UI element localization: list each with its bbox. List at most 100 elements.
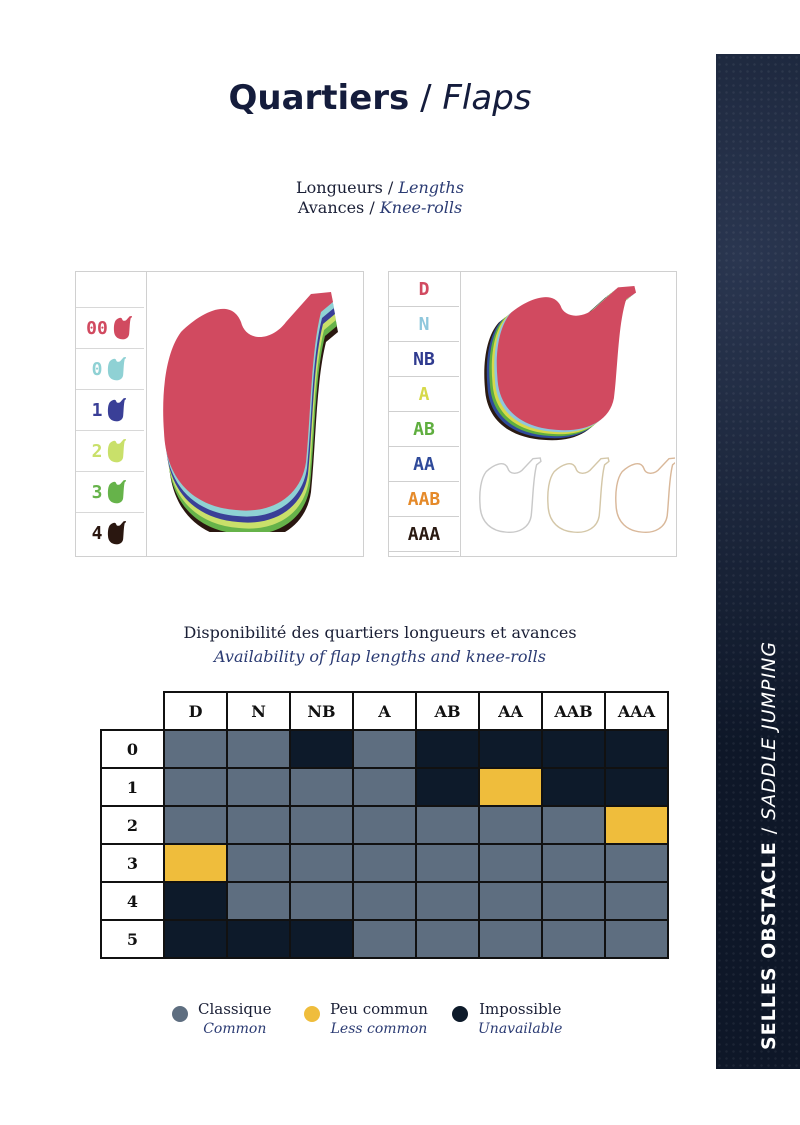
- kneerolls-label-column: [389, 272, 461, 556]
- subtitle-sep-2: /: [364, 198, 380, 217]
- availability-cell-3-AAA: [604, 843, 669, 883]
- availability-cell-2-AAA: [604, 805, 669, 845]
- column-header-AAA: AAA: [604, 691, 669, 731]
- availability-title-fr: Disponibilité des quartiers longueurs et…: [183, 623, 577, 642]
- availability-cell-2-N: [226, 805, 291, 845]
- row-header-0: 0: [100, 729, 165, 769]
- legend-label-en: Less common: [330, 1021, 428, 1037]
- kneeroll-row-AAB: AAB: [389, 482, 459, 517]
- length-label: 4: [91, 522, 103, 544]
- availability-title-en-text: Availability of flap lengths and knee-ro…: [214, 647, 546, 666]
- legend-text: Peu commun Less common: [330, 1000, 428, 1039]
- lengths-label-column: [76, 272, 147, 556]
- kneeroll-row-AAA: AAA: [389, 517, 459, 552]
- availability-cell-1-D: [163, 767, 228, 807]
- kneeroll-label: D: [418, 278, 430, 300]
- row-header-2: 2: [100, 805, 165, 845]
- row-header-3: 3: [100, 843, 165, 883]
- page-title: Quartiers / Flaps: [0, 78, 760, 118]
- kneerolls-en: Knee-rolls: [379, 198, 463, 217]
- length-label: 00: [86, 317, 108, 339]
- availability-table: D N NB A AB AA AAB AAA 0 1 2 3 4 5: [100, 691, 669, 959]
- table-row: 3: [100, 843, 669, 883]
- side-fr: SELLES OBSTACLE: [758, 841, 780, 1050]
- availability-cell-1-AAA: [604, 767, 669, 807]
- availability-cell-5-N: [226, 919, 291, 959]
- availability-cell-4-AA: [478, 881, 543, 921]
- row-header-4: 4: [100, 881, 165, 921]
- availability-cell-3-AB: [415, 843, 480, 883]
- availability-cell-0-AAA: [604, 729, 669, 769]
- availability-cell-3-AAB: [541, 843, 606, 883]
- availability-cell-4-NB: [289, 881, 354, 921]
- availability-cell-0-A: [352, 729, 417, 769]
- kneeroll-row-A: A: [389, 377, 459, 412]
- length-row-4: 4: [76, 512, 144, 553]
- availability-cell-4-AAB: [541, 881, 606, 921]
- availability-cell-1-NB: [289, 767, 354, 807]
- availability-cell-0-N: [226, 729, 291, 769]
- availability-cell-5-A: [352, 919, 417, 959]
- availability-cell-2-NB: [289, 805, 354, 845]
- length-label: 0: [91, 358, 103, 380]
- table-header-row: D N NB A AB AA AAB AAA: [101, 691, 669, 731]
- lengths-fr: Longueurs: [296, 178, 383, 197]
- legend-text: Classique Common: [198, 1000, 272, 1039]
- lengths-flap-illustration: [163, 292, 338, 532]
- legend-text: Impossible Unavailable: [478, 1000, 562, 1039]
- table-corner: [101, 692, 164, 730]
- availability-cell-4-A: [352, 881, 417, 921]
- kneeroll-label: N: [418, 313, 430, 335]
- table-row: 1: [100, 767, 669, 807]
- availability-cell-3-D: [163, 843, 228, 883]
- availability-cell-5-AAA: [604, 919, 669, 959]
- table-row: 4: [100, 881, 669, 921]
- flap-shape-icon: [108, 521, 127, 545]
- legend-label-fr: Classique: [198, 1000, 272, 1018]
- availability-cell-0-NB: [289, 729, 354, 769]
- legend-item: Classique Common: [172, 1000, 272, 1039]
- title-separator: /: [409, 78, 443, 118]
- availability-cell-1-AAB: [541, 767, 606, 807]
- availability-cell-0-AB: [415, 729, 480, 769]
- availability-cell-4-AB: [415, 881, 480, 921]
- kneeroll-label: NB: [413, 348, 435, 370]
- length-row-3: 3: [76, 471, 144, 512]
- table-row: 5: [100, 919, 669, 959]
- legend-dot: [304, 1006, 320, 1022]
- column-header-D: D: [163, 691, 228, 731]
- subtitle-lengths: Longueurs / Lengths: [0, 178, 760, 198]
- flap-outline-3: [615, 457, 675, 533]
- kneeroll-label: AA: [413, 453, 435, 475]
- availability-cell-4-AAA: [604, 881, 669, 921]
- legend-label-en: Common: [203, 1021, 267, 1037]
- kneerolls-flap-illustration: [479, 286, 675, 533]
- side-band: [716, 54, 800, 1069]
- kneeroll-flap-D: [496, 286, 637, 431]
- table-row: 2: [100, 805, 669, 845]
- availability-cell-5-AAB: [541, 919, 606, 959]
- length-row-0: 0: [76, 348, 144, 389]
- kneeroll-row-D: D: [389, 272, 459, 307]
- legend-label-fr: Peu commun: [330, 1000, 428, 1018]
- flap-shape-icon: [108, 398, 127, 422]
- availability-cell-1-AB: [415, 767, 480, 807]
- title-italic: Flaps: [442, 78, 532, 118]
- availability-title-en: Availability of flap lengths and knee-ro…: [0, 647, 760, 667]
- length-row-1: 1: [76, 389, 144, 430]
- availability-cell-0-AAB: [541, 729, 606, 769]
- length-row-00: 00: [76, 307, 144, 348]
- availability-cell-1-AA: [478, 767, 543, 807]
- column-header-AA: AA: [478, 691, 543, 731]
- kneeroll-label: A: [418, 383, 430, 405]
- row-header-1: 1: [100, 767, 165, 807]
- flap-shape-icon: [108, 480, 127, 504]
- flap-outline-1: [479, 457, 542, 533]
- availability-cell-1-A: [352, 767, 417, 807]
- length-flap-00: [163, 292, 333, 511]
- length-label: 1: [91, 399, 103, 421]
- side-band-text: SELLES OBSTACLE / SADDLE JUMPING: [758, 641, 780, 1050]
- subtitle-sep-1: /: [382, 178, 399, 197]
- legend-label-fr: Impossible: [479, 1000, 562, 1018]
- column-header-N: N: [226, 691, 291, 731]
